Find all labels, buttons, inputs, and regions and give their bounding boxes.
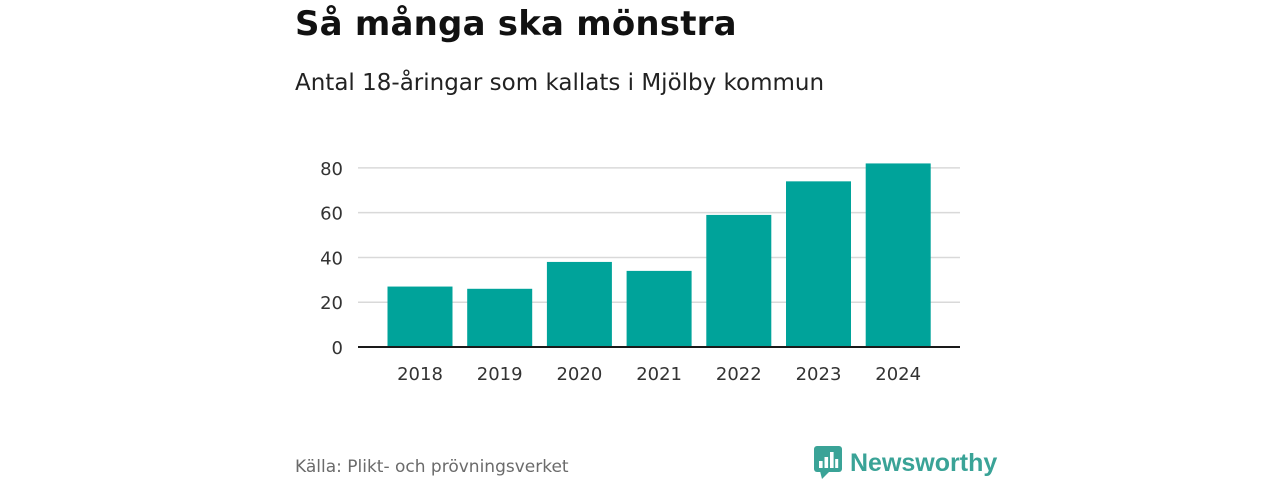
y-tick-label: 60 <box>320 204 343 225</box>
bar <box>626 270 692 347</box>
bar <box>865 163 931 347</box>
y-tick-label: 80 <box>320 159 343 180</box>
source-note: Källa: Plikt- och prövningsverket <box>295 457 569 477</box>
brand-name: Newsworthy <box>850 448 998 477</box>
x-tick-label: 2022 <box>716 364 762 385</box>
bar <box>467 288 533 347</box>
x-tick-label: 2021 <box>636 364 682 385</box>
chart-subtitle: Antal 18-åringar som kallats i Mjölby ko… <box>295 70 825 96</box>
x-tick-label: 2019 <box>477 364 523 385</box>
y-tick-label: 20 <box>320 293 343 314</box>
newsworthy-brand: Newsworthy <box>814 446 997 480</box>
bar <box>546 261 612 347</box>
x-tick-label: 2023 <box>796 364 842 385</box>
x-tick-label: 2020 <box>556 364 602 385</box>
x-tick-label: 2024 <box>875 364 921 385</box>
bar <box>387 286 453 347</box>
bar <box>706 214 772 347</box>
x-tick-label: 2018 <box>397 364 443 385</box>
y-tick-label: 0 <box>332 338 343 359</box>
y-tick-label: 40 <box>320 248 343 269</box>
chart-title: Så många ska mönstra <box>295 4 737 44</box>
bar <box>786 181 851 347</box>
newsworthy-logo-icon <box>814 446 842 479</box>
